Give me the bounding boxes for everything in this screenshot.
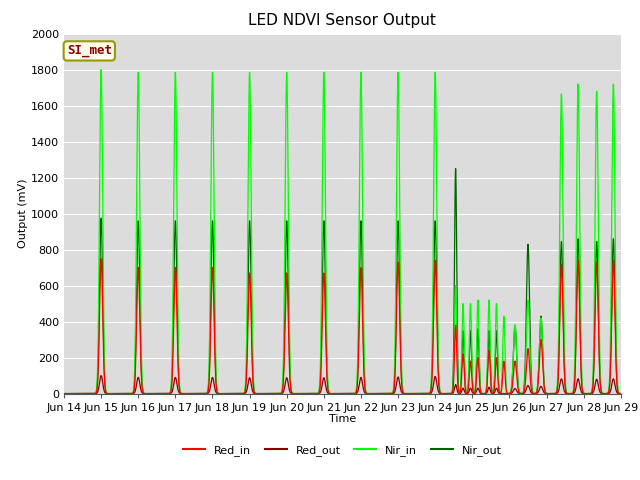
Title: LED NDVI Sensor Output: LED NDVI Sensor Output [248,13,436,28]
X-axis label: Time: Time [329,414,356,424]
Text: SI_met: SI_met [67,44,112,58]
Y-axis label: Output (mV): Output (mV) [18,179,28,248]
Legend: Red_in, Red_out, Nir_in, Nir_out: Red_in, Red_out, Nir_in, Nir_out [179,440,506,460]
